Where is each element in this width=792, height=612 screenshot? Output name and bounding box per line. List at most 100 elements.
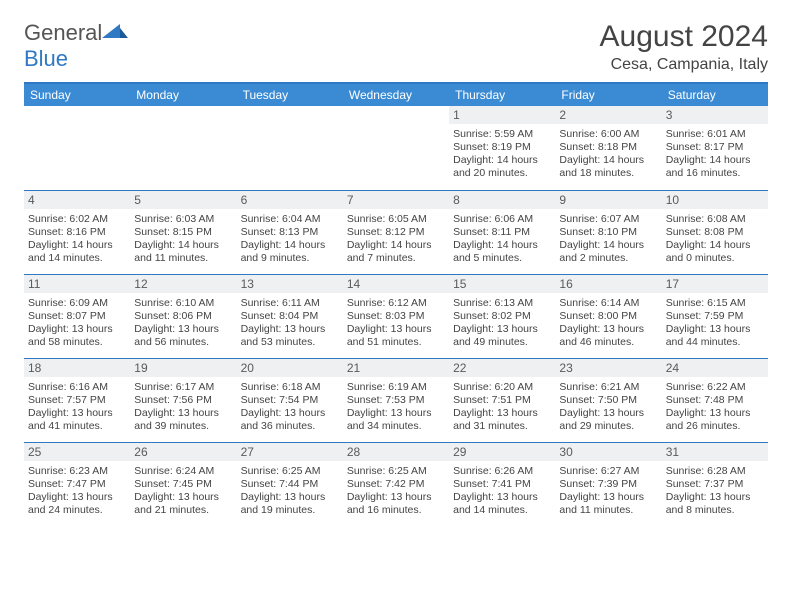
calendar-day-cell: 21 Sunrise: 6:19 AMSunset: 7:53 PMDayligh…: [343, 358, 449, 442]
day-number: 2: [555, 106, 661, 124]
day-details: Sunrise: 6:03 AMSunset: 8:15 PMDaylight:…: [134, 211, 232, 266]
calendar-day-cell: 4 Sunrise: 6:02 AMSunset: 8:16 PMDaylight…: [24, 190, 130, 274]
weekday-header: Saturday: [662, 84, 768, 106]
calendar-day-cell: 3 Sunrise: 6:01 AMSunset: 8:17 PMDaylight…: [662, 106, 768, 190]
weekday-header: Thursday: [449, 84, 555, 106]
brand-part2: Blue: [24, 46, 68, 71]
day-number: 3: [662, 106, 768, 124]
day-number: 8: [449, 191, 555, 209]
calendar-day-cell: 20 Sunrise: 6:18 AMSunset: 7:54 PMDayligh…: [237, 358, 343, 442]
calendar-day-cell: 8 Sunrise: 6:06 AMSunset: 8:11 PMDaylight…: [449, 190, 555, 274]
day-number: 15: [449, 275, 555, 293]
calendar-day-cell: 27Sunrise: 6:25 AMSunset: 7:44 PMDayligh…: [237, 442, 343, 526]
day-number: 5: [130, 191, 236, 209]
calendar-week-row: 25Sunrise: 6:23 AMSunset: 7:47 PMDayligh…: [24, 442, 768, 526]
day-number: 16: [555, 275, 661, 293]
day-details: Sunrise: 6:08 AMSunset: 8:08 PMDaylight:…: [666, 211, 764, 266]
calendar-day-cell: 23 Sunrise: 6:21 AMSunset: 7:50 PMDayligh…: [555, 358, 661, 442]
calendar-day-cell: 28Sunrise: 6:25 AMSunset: 7:42 PMDayligh…: [343, 442, 449, 526]
day-details: Sunrise: 6:24 AMSunset: 7:45 PMDaylight:…: [134, 463, 232, 518]
day-number: 4: [24, 191, 130, 209]
day-details: Sunrise: 6:09 AMSunset: 8:07 PMDaylight:…: [28, 295, 126, 350]
day-details: Sunrise: 6:28 AMSunset: 7:37 PMDaylight:…: [666, 463, 764, 518]
weekday-header: Sunday: [24, 84, 130, 106]
calendar-day-cell: 22Sunrise: 6:20 AMSunset: 7:51 PMDayligh…: [449, 358, 555, 442]
day-number: 9: [555, 191, 661, 209]
calendar-day-cell: 19 Sunrise: 6:17 AMSunset: 7:56 PMDayligh…: [130, 358, 236, 442]
calendar-day-cell: 14Sunrise: 6:12 AMSunset: 8:03 PMDayligh…: [343, 274, 449, 358]
calendar-day-cell: 13Sunrise: 6:11 AMSunset: 8:04 PMDayligh…: [237, 274, 343, 358]
weekday-header: Friday: [555, 84, 661, 106]
calendar-day-cell: 2 Sunrise: 6:00 AMSunset: 8:18 PMDaylight…: [555, 106, 661, 190]
day-details: Sunrise: 6:17 AMSunset: 7:56 PMDaylight:…: [134, 379, 232, 434]
day-details: Sunrise: 6:18 AMSunset: 7:54 PMDaylight:…: [241, 379, 339, 434]
calendar-day-cell: 17 Sunrise: 6:15 AMSunset: 7:59 PMDayligh…: [662, 274, 768, 358]
calendar-day-cell: 30 Sunrise: 6:27 AMSunset: 7:39 PMDayligh…: [555, 442, 661, 526]
day-number: 12: [130, 275, 236, 293]
calendar-day-cell: 18 Sunrise: 6:16 AMSunset: 7:57 PMDayligh…: [24, 358, 130, 442]
location-label: Cesa, Campania, Italy: [600, 56, 768, 74]
brand-mark-icon: [102, 20, 128, 40]
day-details: Sunrise: 6:07 AMSunset: 8:10 PMDaylight:…: [559, 211, 657, 266]
day-details: Sunrise: 6:22 AMSunset: 7:48 PMDaylight:…: [666, 379, 764, 434]
calendar-day-cell: 26 Sunrise: 6:24 AMSunset: 7:45 PMDayligh…: [130, 442, 236, 526]
day-details: Sunrise: 6:12 AMSunset: 8:03 PMDaylight:…: [347, 295, 445, 350]
day-number: 17: [662, 275, 768, 293]
weekday-header: Tuesday: [237, 84, 343, 106]
calendar-day-cell: 29 Sunrise: 6:26 AMSunset: 7:41 PMDayligh…: [449, 442, 555, 526]
day-number: 29: [449, 443, 555, 461]
day-number: 20: [237, 359, 343, 377]
day-details: Sunrise: 6:00 AMSunset: 8:18 PMDaylight:…: [559, 126, 657, 181]
day-number: 19: [130, 359, 236, 377]
calendar-day-cell: [130, 106, 236, 190]
page-title: August 2024: [600, 20, 768, 54]
calendar-day-cell: [343, 106, 449, 190]
calendar-day-cell: 10 Sunrise: 6:08 AMSunset: 8:08 PMDayligh…: [662, 190, 768, 274]
day-details: Sunrise: 5:59 AMSunset: 8:19 PMDaylight:…: [453, 126, 551, 181]
day-number: 31: [662, 443, 768, 461]
calendar-week-row: 18 Sunrise: 6:16 AMSunset: 7:57 PMDayligh…: [24, 358, 768, 442]
day-details: Sunrise: 6:14 AMSunset: 8:00 PMDaylight:…: [559, 295, 657, 350]
day-details: Sunrise: 6:15 AMSunset: 7:59 PMDaylight:…: [666, 295, 764, 350]
day-number: 26: [130, 443, 236, 461]
day-number: 18: [24, 359, 130, 377]
day-number: 10: [662, 191, 768, 209]
day-details: Sunrise: 6:19 AMSunset: 7:53 PMDaylight:…: [347, 379, 445, 434]
day-number: 23: [555, 359, 661, 377]
title-block: August 2024 Cesa, Campania, Italy: [600, 20, 768, 74]
day-details: Sunrise: 6:04 AMSunset: 8:13 PMDaylight:…: [241, 211, 339, 266]
calendar-day-cell: 7Sunrise: 6:05 AMSunset: 8:12 PMDaylight…: [343, 190, 449, 274]
calendar-week-row: 4 Sunrise: 6:02 AMSunset: 8:16 PMDaylight…: [24, 190, 768, 274]
day-number: 22: [449, 359, 555, 377]
day-number: 7: [343, 191, 449, 209]
day-number: 1: [449, 106, 555, 124]
calendar-day-cell: 15 Sunrise: 6:13 AMSunset: 8:02 PMDayligh…: [449, 274, 555, 358]
day-details: Sunrise: 6:23 AMSunset: 7:47 PMDaylight:…: [28, 463, 126, 518]
day-details: Sunrise: 6:26 AMSunset: 7:41 PMDaylight:…: [453, 463, 551, 518]
day-number: 21: [343, 359, 449, 377]
day-details: Sunrise: 6:10 AMSunset: 8:06 PMDaylight:…: [134, 295, 232, 350]
day-number: 28: [343, 443, 449, 461]
calendar-day-cell: 12 Sunrise: 6:10 AMSunset: 8:06 PMDayligh…: [130, 274, 236, 358]
day-details: Sunrise: 6:06 AMSunset: 8:11 PMDaylight:…: [453, 211, 551, 266]
day-number: 30: [555, 443, 661, 461]
day-details: Sunrise: 6:27 AMSunset: 7:39 PMDaylight:…: [559, 463, 657, 518]
calendar-day-cell: 24 Sunrise: 6:22 AMSunset: 7:48 PMDayligh…: [662, 358, 768, 442]
weekday-header: Wednesday: [343, 84, 449, 106]
day-details: Sunrise: 6:02 AMSunset: 8:16 PMDaylight:…: [28, 211, 126, 266]
day-number: 24: [662, 359, 768, 377]
day-details: Sunrise: 6:21 AMSunset: 7:50 PMDaylight:…: [559, 379, 657, 434]
header: General Blue August 2024 Cesa, Campania,…: [24, 20, 768, 74]
calendar-body: 1 Sunrise: 5:59 AMSunset: 8:19 PMDaylight…: [24, 106, 768, 526]
day-details: Sunrise: 6:11 AMSunset: 8:04 PMDaylight:…: [241, 295, 339, 350]
calendar-table: SundayMondayTuesdayWednesdayThursdayFrid…: [24, 84, 768, 526]
calendar-day-cell: [24, 106, 130, 190]
calendar-day-cell: 5 Sunrise: 6:03 AMSunset: 8:15 PMDaylight…: [130, 190, 236, 274]
day-details: Sunrise: 6:25 AMSunset: 7:44 PMDaylight:…: [241, 463, 339, 518]
day-details: Sunrise: 6:13 AMSunset: 8:02 PMDaylight:…: [453, 295, 551, 350]
calendar-day-cell: 6Sunrise: 6:04 AMSunset: 8:13 PMDaylight…: [237, 190, 343, 274]
day-details: Sunrise: 6:01 AMSunset: 8:17 PMDaylight:…: [666, 126, 764, 181]
day-details: Sunrise: 6:16 AMSunset: 7:57 PMDaylight:…: [28, 379, 126, 434]
calendar-day-cell: 25Sunrise: 6:23 AMSunset: 7:47 PMDayligh…: [24, 442, 130, 526]
calendar-day-cell: [237, 106, 343, 190]
